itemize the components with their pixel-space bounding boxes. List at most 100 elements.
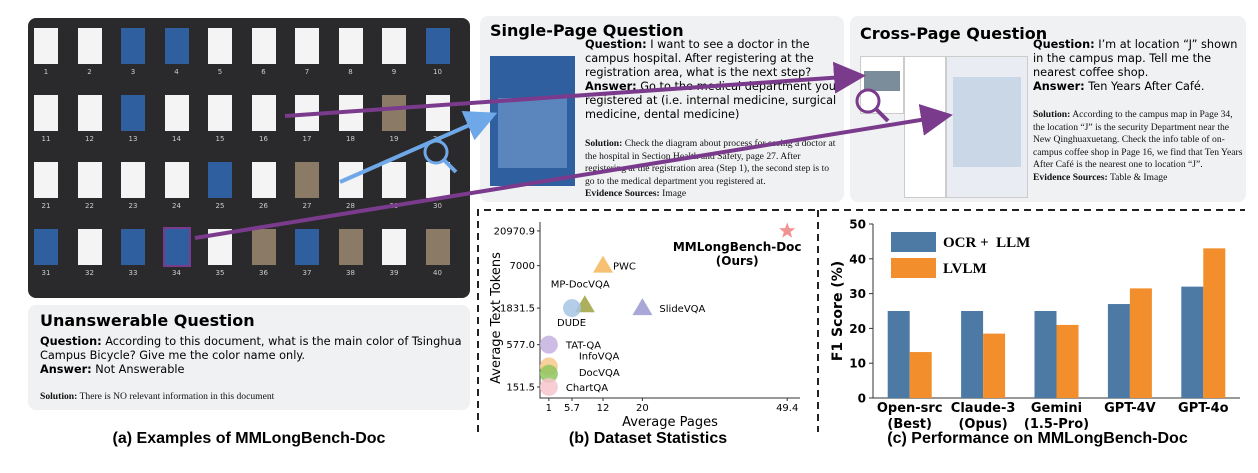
y-tick-label: 30 xyxy=(849,287,866,301)
page-number: 13 xyxy=(128,135,138,143)
page-thumbnail xyxy=(382,162,406,198)
page-thumbnail xyxy=(382,95,406,131)
page-number: 32 xyxy=(85,269,94,277)
bar xyxy=(1107,304,1130,398)
unanswerable-box: Unanswerable Question Question: Accordin… xyxy=(28,305,470,410)
y-tick-label: 0 xyxy=(858,392,866,406)
text: There is NO relevant information in this… xyxy=(79,391,275,402)
page-number: 37 xyxy=(302,269,312,277)
page-number: 33 xyxy=(128,269,138,277)
evidence: Table & Image xyxy=(1109,171,1168,183)
point xyxy=(539,377,558,396)
x-tick-label: GPT-4o xyxy=(1178,401,1229,416)
page-thumbnail xyxy=(164,28,189,64)
answer: Not Answerable xyxy=(95,363,185,376)
page-thumbnail xyxy=(34,229,58,265)
label: Solution: xyxy=(585,138,623,149)
x-tick-label: Gemini (1.5-Pro) xyxy=(1024,401,1089,432)
page-number: 21 xyxy=(41,202,51,210)
page-number: 16 xyxy=(259,135,268,143)
page-number: 10 xyxy=(433,68,442,76)
y-axis-title: Average Text Tokens xyxy=(489,252,504,384)
page-thumbnail xyxy=(295,28,319,64)
page-number: 36 xyxy=(259,269,268,277)
title: Cross-Page Question xyxy=(860,24,1048,43)
x-tick-label: Claude-3 (Opus) xyxy=(951,401,1016,432)
point xyxy=(563,299,582,318)
point-label: DUDE xyxy=(557,318,586,329)
answer: Ten Years After Café. xyxy=(1088,80,1205,93)
y-tick-label: 151.5 xyxy=(506,382,535,393)
map-image xyxy=(946,56,1028,198)
page-number: 38 xyxy=(346,269,355,277)
x-tick-label: Open-src (Best) xyxy=(877,401,943,432)
page-number: 28 xyxy=(346,202,355,210)
bar xyxy=(1203,248,1226,398)
label: Evidence Sources: xyxy=(1033,171,1108,183)
qa: Question: I’m at location “J” shown in t… xyxy=(1033,38,1243,94)
page-thumbnail xyxy=(425,229,450,265)
bar xyxy=(887,311,910,398)
bar xyxy=(961,311,984,398)
title: Unanswerable Question xyxy=(40,311,255,330)
page-number: 30 xyxy=(433,202,442,210)
page-number: 34 xyxy=(172,269,181,277)
page-image xyxy=(860,56,904,114)
bar xyxy=(1129,288,1152,398)
page-thumbnail xyxy=(121,28,145,64)
page-thumbnail xyxy=(338,229,363,265)
page-number: 17 xyxy=(302,135,312,143)
page-number: 4 xyxy=(174,68,179,76)
point xyxy=(632,298,653,316)
point-label: InfoVQA xyxy=(579,351,620,362)
page-number: 39 xyxy=(389,269,399,277)
page-number: 12 xyxy=(85,135,94,143)
page-thumbnail xyxy=(208,28,232,64)
x-tick-label: 20 xyxy=(636,403,649,414)
label: Answer: xyxy=(585,80,637,93)
legend-label: OCR + LLM xyxy=(943,235,1030,251)
x-tick-label: GPT-4V xyxy=(1104,401,1156,416)
question: According to this document, what is the … xyxy=(40,335,462,362)
point-label: TAT-QA xyxy=(565,341,601,352)
page-thumbnail xyxy=(121,162,145,198)
point-label: MMLongBench-Doc (Ours) xyxy=(673,240,802,268)
page-thumbnail xyxy=(34,95,58,131)
caption: (b) Dataset Statistics xyxy=(568,430,728,447)
page-number: 22 xyxy=(85,202,94,210)
page-thumbnail xyxy=(77,162,102,198)
diagram xyxy=(498,98,567,168)
y-tick-label: 577.0 xyxy=(506,340,535,351)
page-number: 23 xyxy=(128,202,138,210)
page-thumbnail xyxy=(425,162,450,198)
y-axis-title: F1 Score (%) xyxy=(830,261,846,361)
caption: (a) Examples of MMLongBench-Doc xyxy=(112,430,386,447)
page-thumbnail xyxy=(162,227,191,267)
point-label: PWC xyxy=(613,262,636,273)
bar xyxy=(1056,324,1079,398)
page-thumbnail xyxy=(34,162,58,198)
point-label: SlideVQA xyxy=(659,304,705,315)
point-label: MP-DocVQA xyxy=(551,279,610,290)
title: Single-Page Question xyxy=(490,21,684,40)
point xyxy=(593,255,614,273)
label: Answer: xyxy=(40,363,92,376)
arrow xyxy=(284,61,866,118)
caption: (c) Performance on MMLongBench-Doc xyxy=(887,430,1188,447)
label: Question: xyxy=(585,38,647,51)
page-thumbnail xyxy=(208,95,232,131)
text: According to the campus map in Page 34, … xyxy=(1033,109,1243,171)
magnifier xyxy=(423,139,449,165)
point xyxy=(539,335,558,354)
page-number: 35 xyxy=(215,269,225,277)
page-thumbnail xyxy=(251,162,276,198)
single-page-box: Single-Page Question Question: I want to… xyxy=(480,16,844,202)
page-image xyxy=(490,56,575,186)
page-thumbnail xyxy=(121,229,145,265)
solution: Solution: There is NO relevant informati… xyxy=(40,391,274,404)
page-thumbnail xyxy=(382,229,406,265)
page-number: 40 xyxy=(433,269,442,277)
legend-label: LVLM xyxy=(943,261,987,277)
question: I’m at location “J” shown in the campus … xyxy=(1033,38,1238,79)
